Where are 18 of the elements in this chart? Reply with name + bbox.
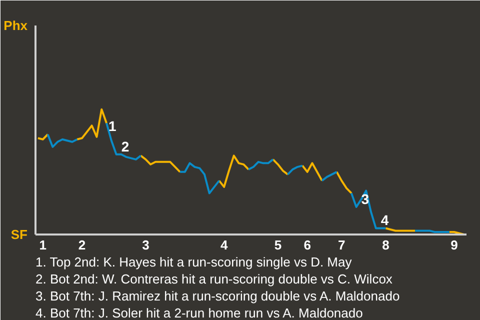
x-tick-label: 1 [39,238,46,252]
x-tick-label: 2 [78,238,86,252]
text: SF [10,227,28,242]
x-tick-label: 5 [274,238,282,252]
text: 2. Bot 2nd: W. Contreras hit a run-scoring double vs C. Wilcox [36,272,393,286]
text: 3. Bot 7th: J. Ramirez hit a run-scoring double vs A. Maldonado [36,288,400,304]
annotation: 4 [380,212,389,228]
x-tick-label: 7 [338,238,346,252]
annotation: 1 [108,118,117,134]
x-tick-label: 3 [142,238,150,252]
x-tick-label: 9 [450,238,458,252]
text: Phx [4,18,28,33]
x-tick-label: 6 [304,238,311,252]
annotation: 2 [121,138,130,154]
x-tick-label: 8 [382,238,390,252]
text: 1. Top 2nd: K. Hayes hit a run-scoring single vs D. May [36,254,352,270]
text: 4. Bot 7th: J. Soler hit a 2-run home run vs A. Maldonado [36,306,363,320]
x-tick-label: 4 [220,238,228,252]
